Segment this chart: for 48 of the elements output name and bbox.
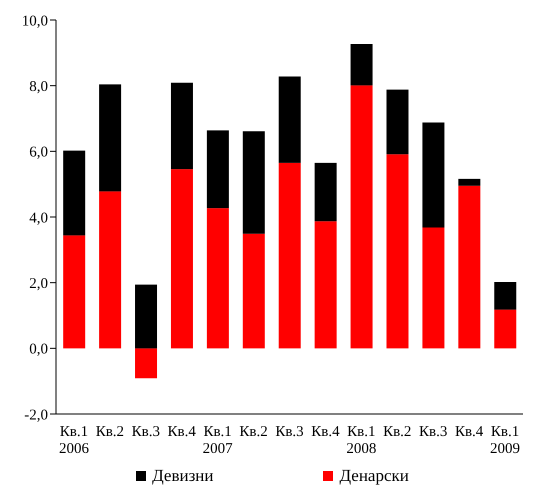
bar [494, 282, 516, 310]
bar [494, 310, 516, 348]
x-tick-label: Кв.3 [419, 424, 448, 440]
x-tick-label: Кв.4 [168, 424, 196, 440]
bar [99, 84, 122, 192]
bar [314, 221, 337, 348]
bar [206, 130, 229, 208]
bar [278, 162, 301, 348]
x-tick-label: Кв.1 2009 [490, 424, 520, 457]
bar [170, 82, 193, 170]
y-tick-label: 10,0 [22, 13, 48, 30]
x-tick-label: Кв.4 [311, 424, 340, 440]
bar [99, 191, 122, 348]
x-tick-label: Кв.4 [454, 424, 484, 440]
y-tick-label: 8,0 [29, 78, 48, 95]
bar [63, 235, 86, 348]
bar [422, 228, 444, 348]
bar [206, 208, 229, 348]
x-tick-label: Кв.3 [275, 424, 304, 440]
bar [458, 178, 480, 186]
x-tick-label: Кв.1 2006 [58, 424, 90, 457]
legend-label: Денарски [339, 466, 409, 486]
bar [350, 44, 373, 86]
bar [242, 131, 265, 234]
y-tick-label: -2,0 [24, 407, 48, 424]
bar [135, 284, 158, 348]
bar [63, 150, 86, 236]
bar [386, 154, 408, 348]
y-tick-label: 2,0 [29, 276, 48, 292]
y-tick-label: 4,0 [29, 210, 48, 226]
x-tick-label: Кв.2 [383, 424, 412, 440]
y-tick-label: 6,0 [29, 144, 48, 161]
x-tick-label: Кв.2 [96, 424, 124, 440]
x-tick-label: Кв.1 2008 [346, 424, 376, 457]
bar [135, 348, 158, 378]
y-tick-label: 0,0 [29, 342, 48, 358]
bar [314, 162, 337, 222]
bar [458, 186, 480, 348]
bar [170, 169, 193, 348]
bar [350, 85, 373, 348]
bar [422, 122, 444, 228]
bar [386, 90, 408, 154]
x-tick-label: Кв.1 2007 [202, 424, 234, 457]
bar [242, 234, 265, 348]
x-tick-label: Кв.3 [132, 424, 160, 440]
legend-label: Девизни [152, 466, 214, 486]
bar [278, 76, 301, 163]
x-tick-label: Кв.2 [239, 424, 268, 440]
